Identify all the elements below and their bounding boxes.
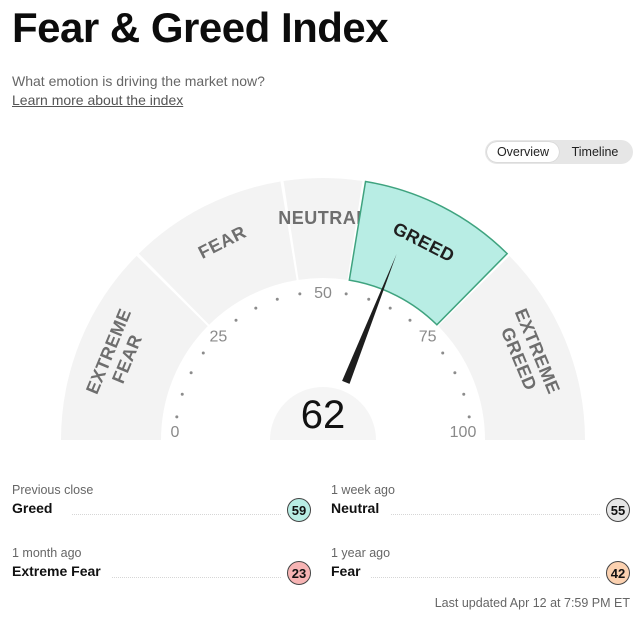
stat-score-badge: 23 <box>287 561 311 585</box>
gauge-scale-dot <box>367 297 371 301</box>
gauge-tick-label: 75 <box>419 328 437 345</box>
last-updated: Last updated Apr 12 at 7:59 PM ET <box>434 596 630 610</box>
stat-label: 1 year ago <box>331 546 391 560</box>
gauge-scale-dots <box>175 292 471 419</box>
stat-value: Greed <box>12 500 53 516</box>
gauge-score-backdrop <box>270 387 376 440</box>
stat-one-year-ago: 1 year ago Fear 42 <box>331 543 630 595</box>
gauge-scale-dot <box>254 306 258 310</box>
view-toggle: Overview Timeline <box>485 140 633 164</box>
gauge-scale-dot <box>180 392 184 396</box>
stat-one-month-ago: 1 month ago Extreme Fear 23 <box>12 543 311 595</box>
stat-label: 1 week ago <box>331 483 395 497</box>
gauge-inner <box>163 280 483 440</box>
gauge-scale-dot <box>462 392 466 396</box>
dotted-divider <box>371 577 600 578</box>
gauge-tick-labels: 0 25 50 75 100 <box>171 285 477 441</box>
needle-pointer <box>342 254 397 384</box>
page-title: Fear & Greed Index <box>12 4 389 51</box>
gauge-segment-neutral <box>283 177 363 280</box>
stat-score-badge: 55 <box>606 498 630 522</box>
gauge-scale-dot <box>344 292 348 296</box>
gauge-scale-dot <box>467 415 471 419</box>
dotted-divider <box>72 514 281 515</box>
gauge-scale-dot <box>234 318 238 322</box>
gauge-scale-dot <box>189 371 193 375</box>
gauge-scale-dot <box>175 415 179 419</box>
dotted-divider <box>112 577 281 578</box>
stat-value: Extreme Fear <box>12 563 101 579</box>
stat-one-week-ago: 1 week ago Neutral 55 <box>331 480 630 532</box>
gauge-scale-dot <box>298 292 302 296</box>
fear-greed-gauge: EXTREMEFEARFEARNEUTRALGREEDEXTREMEGREED … <box>61 177 585 441</box>
gauge-scale-dot <box>388 306 392 310</box>
gauge-segment-label: NEUTRAL <box>278 208 368 228</box>
gauge-scale-dot <box>201 351 205 355</box>
tab-overview[interactable]: Overview <box>487 142 559 162</box>
stat-previous-close: Previous close Greed 59 <box>12 480 311 532</box>
gauge-segment-extreme-greed <box>438 255 585 440</box>
gauge-tick-label: 100 <box>450 424 477 441</box>
gauge-scale-dot <box>275 297 279 301</box>
dotted-divider <box>391 514 600 515</box>
gauge-segment-extreme-fear <box>61 255 208 440</box>
gauge-scale-dot <box>408 318 412 322</box>
stat-value: Fear <box>331 563 361 579</box>
gauge-needle <box>342 254 397 384</box>
gauge-tick-label: 25 <box>209 328 227 345</box>
gauge-scale-dot <box>441 351 445 355</box>
gauge-tick-label: 0 <box>171 424 180 441</box>
gauge-scale-dot <box>453 371 457 375</box>
gauge-segment-greed <box>348 180 509 326</box>
tab-timeline[interactable]: Timeline <box>571 145 619 159</box>
gauge-segment-fear <box>138 181 297 325</box>
stat-label: 1 month ago <box>12 546 82 560</box>
gauge-tick-label: 50 <box>314 285 332 302</box>
gauge-score: 62 <box>301 393 346 437</box>
learn-more-link[interactable]: Learn more about the index <box>12 92 184 108</box>
page-subtitle: What emotion is driving the market now? <box>12 73 265 89</box>
stat-score-badge: 42 <box>606 561 630 585</box>
stat-score-badge: 59 <box>287 498 311 522</box>
stat-value: Neutral <box>331 500 380 516</box>
stat-label: Previous close <box>12 483 94 497</box>
